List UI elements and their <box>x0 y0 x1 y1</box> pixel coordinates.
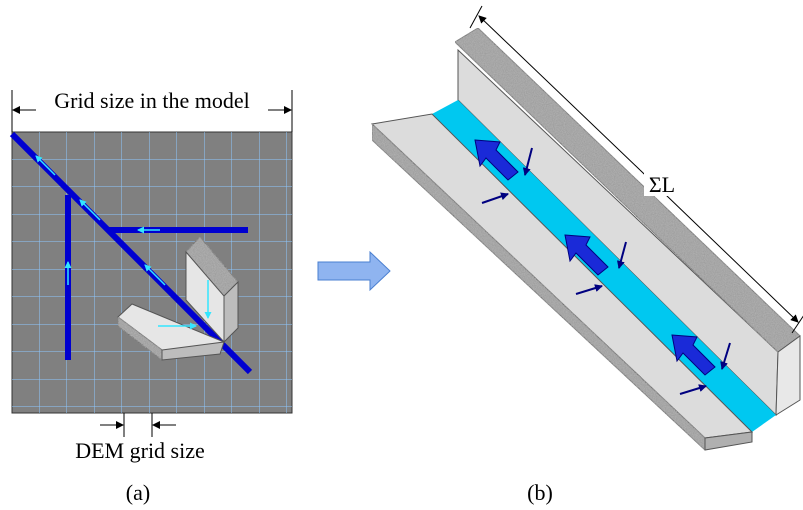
flow-arrow <box>144 264 166 286</box>
inflow-arrow <box>679 384 707 395</box>
dimension-arrow <box>478 15 641 171</box>
flow-arrow <box>671 334 716 376</box>
panel-a-label: (a) <box>126 480 150 505</box>
extension-line <box>791 315 803 334</box>
grid-size-label: Grid size in the model <box>54 88 250 113</box>
inflow-arrows <box>481 147 731 395</box>
flow-arrow <box>564 234 609 276</box>
inflow-arrow <box>720 342 731 370</box>
flow-arrow <box>474 139 519 181</box>
panel-b: ΣL (b) <box>370 5 803 505</box>
sum-length-label: ΣL <box>649 172 675 197</box>
inflow-arrow <box>522 147 533 176</box>
flow-arrows <box>474 139 716 376</box>
panel-b-label: (b) <box>527 480 553 505</box>
slab-end <box>704 431 753 451</box>
extension-line <box>469 5 483 29</box>
label-bg <box>644 170 680 196</box>
transform-arrow <box>317 250 391 292</box>
inflow-arrow <box>616 241 627 269</box>
channel <box>9 131 253 375</box>
inflow-arrow <box>575 284 603 295</box>
block-front <box>161 341 225 361</box>
wall-end <box>775 335 801 416</box>
flow-arrow <box>79 199 101 221</box>
block-side <box>223 280 239 344</box>
label-bg <box>36 86 268 116</box>
inflow-arrow <box>481 192 509 204</box>
flow-arrow <box>35 155 56 176</box>
panel-a: Grid size in the model DEM grid size (a) <box>9 86 293 505</box>
dem-grid-size-label: DEM grid size <box>75 438 205 463</box>
